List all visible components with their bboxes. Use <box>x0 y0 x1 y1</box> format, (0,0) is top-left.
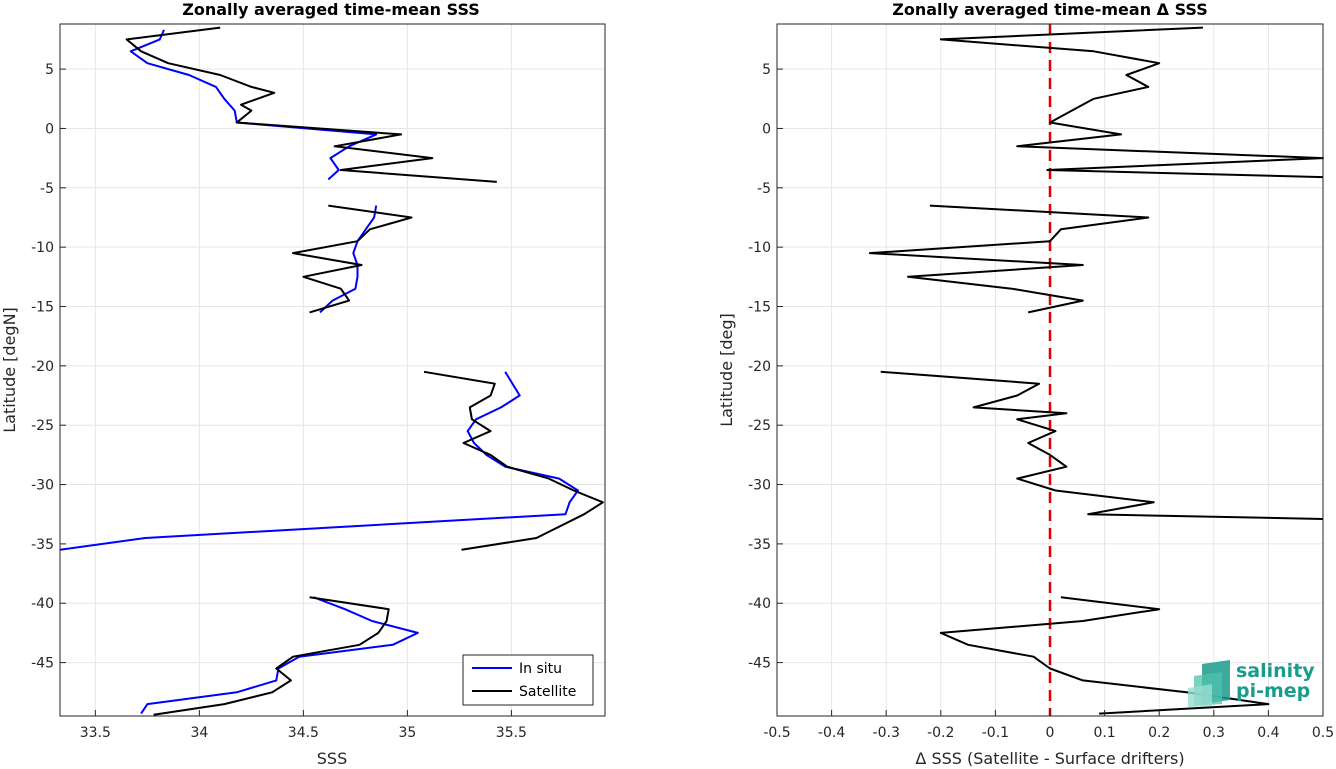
right-delta-series-line <box>868 204 1150 314</box>
right-x-tick-label: -0.3 <box>873 725 900 741</box>
legend-box <box>462 654 594 706</box>
left-x-axis-label: SSS <box>317 749 347 768</box>
right-y-tick-label: -45 <box>748 656 771 672</box>
right-x-tick-label: -0.4 <box>818 725 845 741</box>
left-in-situ-series-line <box>59 371 579 551</box>
right-y-tick-label: -20 <box>748 359 771 375</box>
left-y-tick-label: -35 <box>31 537 54 553</box>
right-delta-series-line <box>939 26 1324 179</box>
left-x-tick-label: 34 <box>190 725 208 741</box>
left-axes-box <box>59 23 606 717</box>
right-y-tick-label: -25 <box>748 418 771 434</box>
left-y-tick-label: -10 <box>31 240 54 256</box>
left-plot-area <box>60 24 605 716</box>
left-series-layer <box>59 26 604 716</box>
right-x-tick-label: 0.1 <box>1093 725 1115 741</box>
right-y-ticks: 5 0 -5 -10 -15 -20 -25 -30 -35 -40 -45 <box>748 62 783 672</box>
left-in-situ-series-line <box>129 29 378 181</box>
left-satellite-series-line <box>423 370 604 551</box>
left-y-tick-label: -25 <box>31 418 54 434</box>
left-y-tick-label: 5 <box>45 62 54 78</box>
right-y-tick-label: -30 <box>748 478 771 494</box>
salinity-pi-mep-logo: salinity pi-mep <box>1188 660 1315 707</box>
right-x-tick-label: 0 <box>1046 725 1055 741</box>
left-x-tick-label: 33.5 <box>80 725 111 741</box>
right-y-tick-label: -35 <box>748 537 771 553</box>
right-y-axis-label: Latitude [deg] <box>717 313 736 427</box>
right-x-tick-label: -0.1 <box>982 725 1009 741</box>
right-y-tick-label: 5 <box>762 62 771 78</box>
right-x-tick-label: 0.5 <box>1312 725 1334 741</box>
left-y-tick-label: -15 <box>31 299 54 315</box>
left-y-axis-label: Latitude [degN] <box>0 307 19 433</box>
legend-satellite-label: Satellite <box>519 684 576 700</box>
left-x-ticks: 33.5 34 34.5 35 35.5 <box>80 710 527 741</box>
legend-in-situ-label: In situ <box>519 661 562 677</box>
wave-logo-icon <box>1188 660 1230 707</box>
left-y-tick-label: -20 <box>31 359 54 375</box>
left-y-tick-label: 0 <box>45 121 54 137</box>
right-y-tick-label: -40 <box>748 596 771 612</box>
left-y-tick-label: -5 <box>40 181 54 197</box>
delta-sss-panel: Zonally averaged time-mean Δ SSS -0.5 -0.… <box>717 0 1334 768</box>
left-x-tick-label: 35 <box>398 725 416 741</box>
right-x-tick-label: 0.2 <box>1148 725 1170 741</box>
logo-salinity-text: salinity <box>1236 660 1315 682</box>
left-satellite-series-line <box>153 596 390 716</box>
left-satellite-series-line <box>292 204 413 314</box>
left-y-tick-label: -45 <box>31 656 54 672</box>
sss-panel: Zonally averaged time-mean SSS 33.5 34 34.… <box>0 0 606 768</box>
right-y-tick-label: -5 <box>757 181 771 197</box>
right-x-tick-label: -0.5 <box>763 725 790 741</box>
left-y-ticks: 5 0 -5 -10 -15 -20 -25 -30 -35 -40 -45 <box>31 62 66 672</box>
right-grid <box>776 24 1324 716</box>
legend: In situ Satellite <box>462 654 594 706</box>
left-y-tick-label: -30 <box>31 478 54 494</box>
right-delta-series-line <box>880 370 1324 520</box>
left-grid <box>60 24 605 716</box>
right-x-axis-label: Δ SSS (Satellite - Surface drifters) <box>915 749 1184 768</box>
right-y-tick-label: 0 <box>762 121 771 137</box>
right-y-tick-label: -10 <box>748 240 771 256</box>
left-satellite-series-line <box>125 26 497 183</box>
left-chart-title: Zonally averaged time-mean SSS <box>182 0 480 19</box>
left-y-tick-label: -40 <box>31 596 54 612</box>
left-x-tick-label: 35.5 <box>496 725 527 741</box>
logo-pimep-text: pi-mep <box>1236 680 1310 702</box>
left-x-tick-label: 34.5 <box>288 725 319 741</box>
right-x-tick-label: 0.3 <box>1203 725 1225 741</box>
right-y-tick-label: -15 <box>748 299 771 315</box>
right-chart-title: Zonally averaged time-mean Δ SSS <box>892 0 1208 19</box>
left-in-situ-series-line <box>140 596 419 715</box>
right-x-ticks: -0.5 -0.4 -0.3 -0.2 -0.1 0 0.1 0.2 0.3 0.4 0.5 <box>763 710 1334 741</box>
right-x-tick-label: 0.4 <box>1257 725 1279 741</box>
right-x-tick-label: -0.2 <box>927 725 954 741</box>
